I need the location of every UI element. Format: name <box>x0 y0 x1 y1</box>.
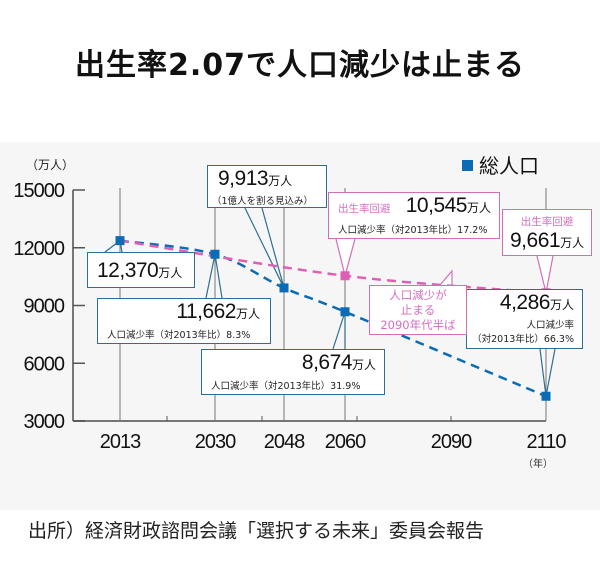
legend: 総人口 <box>462 150 539 179</box>
pointer-2110 <box>539 348 556 397</box>
callout-2030: 11,662万人 人口減少率（対2013年比）8.3% <box>97 298 271 344</box>
callout-fertility-2110-unit: 万人 <box>560 236 585 250</box>
callout-fertility-2110: 出生率回避 9,661万人 <box>502 209 592 256</box>
pointer-2048 <box>244 207 285 289</box>
callout-2013-value: 12,370 <box>97 259 159 282</box>
callout-2110-note2: （対2013年比）66.3% <box>472 334 574 345</box>
x-tick-label: 2060 <box>325 431 366 453</box>
y-tick-label: 3000 <box>24 411 65 433</box>
marker-total-2060 <box>340 307 350 317</box>
callout-fertility-2060: 出生率回避 10,545万人 人口減少率（対2013年比）17.2% <box>328 192 500 239</box>
callout-2013: 12,370万人 <box>87 252 195 288</box>
legend-label: 総人口 <box>479 154 539 178</box>
pointer-fertility-2060 <box>335 238 356 279</box>
callout-2030-unit: 万人 <box>235 307 260 321</box>
y-axis-unit-label: （万人） <box>26 158 75 172</box>
series-line-total <box>119 239 547 398</box>
callout-2030-note: 人口減少率（対2013年比）8.3% <box>107 330 251 341</box>
x-tick-label: 2090 <box>431 431 472 453</box>
callout-fertility-2060-value: 10,545 <box>405 194 468 217</box>
legend-swatch-icon <box>462 160 473 171</box>
source-note: 出所）経済財政諮問会議「選択する未来」委員会報告 <box>28 520 485 542</box>
callout-2048-note: （1億人を割る見込み） <box>212 196 314 207</box>
page-title: 出生率2.07で人口減少は止まる <box>74 48 526 83</box>
callout-fertility-2060-note: 人口減少率（対2013年比）17.2% <box>338 225 488 236</box>
callout-decline-stops-line3: 2090年代半ば <box>380 318 456 332</box>
marker-fertility-2060 <box>340 271 350 281</box>
marker-total-2013 <box>115 236 125 246</box>
callout-2110-note1: 人口減少率 <box>526 320 574 331</box>
callout-fertility-2060-tag: 出生率回避 <box>338 203 391 215</box>
pointer-2060 <box>332 311 346 350</box>
x-tick-label: 2110 <box>526 431 566 453</box>
callout-fertility-2110-tag: 出生率回避 <box>520 216 574 228</box>
marker-total-2048 <box>279 283 289 293</box>
pointer-2030 <box>205 254 223 299</box>
pointer-fertility-2110 <box>536 255 554 293</box>
callout-2030-value: 11,662 <box>176 300 236 323</box>
axes: 3000 6000 9000 12000 15000 2013 2030 2048 2060 20… <box>13 180 567 453</box>
callout-2048: 9,913万人 （1億人を割る見込み） <box>207 165 327 208</box>
callout-fertility-2060-unit: 万人 <box>466 201 491 215</box>
callout-2110-unit: 万人 <box>549 298 574 312</box>
marker-total-2110 <box>541 391 551 401</box>
marker-total-2030 <box>210 249 220 259</box>
y-tick-label: 12000 <box>13 238 64 260</box>
callout-fertility-2110-value: 9,661 <box>510 229 561 252</box>
callout-decline-stops-line2: 止まる <box>400 303 436 317</box>
callout-decline-stops: 人口減少が 止まる 2090年代半ば <box>369 285 467 335</box>
callout-2013-unit: 万人 <box>158 266 183 280</box>
y-tick-label: 9000 <box>24 296 65 318</box>
x-axis-unit-label: （年） <box>523 459 553 470</box>
callout-2048-unit: 万人 <box>268 174 293 188</box>
callout-decline-stops-line1: 人口減少が <box>389 288 447 302</box>
callout-2110: 4,286万人 人口減少率 （対2013年比）66.3% <box>466 289 583 349</box>
callout-2060-value: 8,674 <box>301 351 353 374</box>
x-tick-label: 2013 <box>100 431 141 453</box>
callout-2048-value: 9,913 <box>218 167 269 190</box>
y-tick-label: 6000 <box>24 353 65 375</box>
x-tick-label: 2030 <box>195 431 236 453</box>
y-tick-label: 15000 <box>13 180 64 202</box>
pointer-decline-stops <box>439 269 453 286</box>
callout-2060-unit: 万人 <box>351 358 376 372</box>
callout-2110-value: 4,286 <box>499 291 551 314</box>
x-tick-label: 2048 <box>264 431 305 453</box>
callout-2060: 8,674万人 人口減少率（対2013年比）31.9% <box>201 349 385 395</box>
callout-2060-note: 人口減少率（対2013年比）31.9% <box>211 381 361 392</box>
